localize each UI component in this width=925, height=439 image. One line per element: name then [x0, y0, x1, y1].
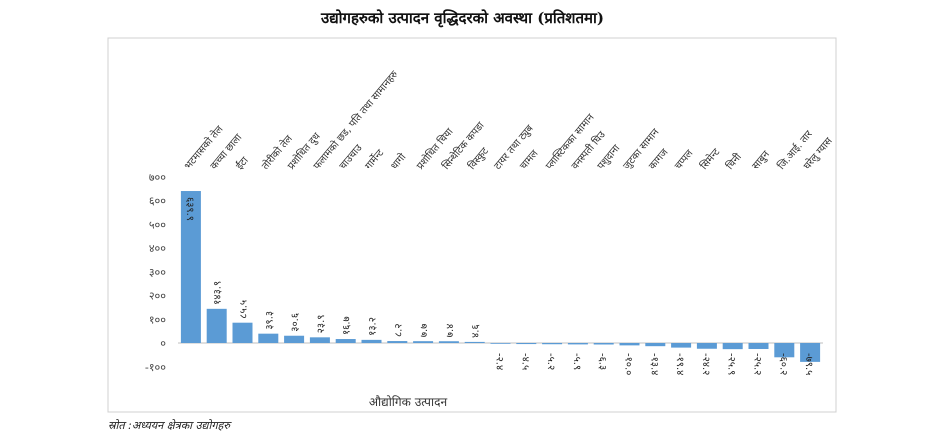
data-label: ६३९.९: [184, 197, 195, 221]
bar: [206, 308, 227, 343]
bar: [361, 339, 382, 343]
data-label: १३.२: [368, 317, 379, 336]
bar: [490, 343, 511, 344]
bar: [671, 343, 692, 348]
data-label: -२४.२: [700, 353, 711, 375]
data-label: ७.४: [445, 324, 456, 338]
chart-border: [107, 37, 837, 413]
y-tick-label: ३००: [149, 266, 166, 279]
data-label: -२५.२: [752, 353, 763, 375]
bar: [645, 343, 666, 347]
data-label: -१३.४: [648, 353, 659, 375]
bar: [284, 335, 305, 343]
bar: [232, 322, 253, 343]
bar: [413, 341, 434, 343]
data-label: ८.२: [393, 323, 404, 337]
data-label: -६०.२: [777, 353, 788, 375]
y-tick-label: ४००: [149, 242, 166, 255]
bar: [180, 191, 201, 343]
bar: [696, 343, 717, 349]
bar: [258, 333, 279, 343]
data-label: १६.७: [342, 316, 353, 335]
data-label: ३९.३: [264, 311, 275, 330]
data-label: -५.९: [571, 353, 582, 370]
data-label: -७९.५: [803, 353, 814, 375]
bar: [335, 339, 356, 343]
source-note: स्रोत :अध्ययन क्षेत्रका उद्योगहरु: [108, 419, 230, 432]
y-tick-label: ०: [160, 337, 166, 350]
y-tick-label: -१००: [145, 361, 166, 374]
y-tick-label: १००: [149, 313, 166, 326]
data-label: १४३.९: [213, 281, 224, 305]
bar: [516, 343, 537, 345]
bar: [748, 343, 769, 349]
bar-series: [180, 191, 821, 362]
data-labels: ६३९.९ १४३.९ ८५.५ ३९.३ ३०.६ २३.९ १६.७ १३.२ ८.२ ७.७…: [184, 197, 814, 375]
data-label: -६.३: [597, 353, 608, 370]
data-label: ४.६: [471, 324, 482, 338]
bar: [567, 343, 588, 345]
y-tick-label: ५००: [149, 218, 166, 231]
data-label: -२५.९: [726, 353, 737, 375]
data-label: -५.२: [545, 353, 556, 370]
bar: [387, 341, 408, 343]
bar: [593, 343, 614, 345]
y-tick-label: ७००: [149, 171, 166, 184]
bar: [464, 341, 485, 343]
data-label: ७.७: [419, 324, 430, 338]
bar: [542, 343, 563, 345]
bar: [309, 337, 330, 343]
x-axis-label: औद्योगिक उत्पादन: [369, 395, 448, 409]
bar: [800, 343, 821, 362]
data-label: -१०.०: [623, 353, 634, 375]
data-label: ८५.५: [239, 300, 250, 319]
data-label: २३.९: [316, 315, 327, 334]
data-label: ३०.६: [290, 313, 301, 332]
bar: [619, 343, 640, 346]
bar: [722, 343, 743, 350]
y-tick-label: २००: [149, 290, 166, 303]
y-axis: -१०० ० १०० २०० ३०० ४०० ५०० ६०० ७००: [145, 171, 166, 374]
bar: [774, 343, 795, 358]
chart-title: उद्योगहरुको उत्पादन वृद्धिदरको अवस्था (प…: [320, 9, 605, 27]
y-tick-label: ६००: [149, 195, 166, 208]
bar: [438, 341, 459, 343]
data-label: -१९.४: [674, 353, 685, 375]
data-label: -२.४: [494, 353, 505, 370]
data-label: -४.५: [519, 353, 530, 370]
